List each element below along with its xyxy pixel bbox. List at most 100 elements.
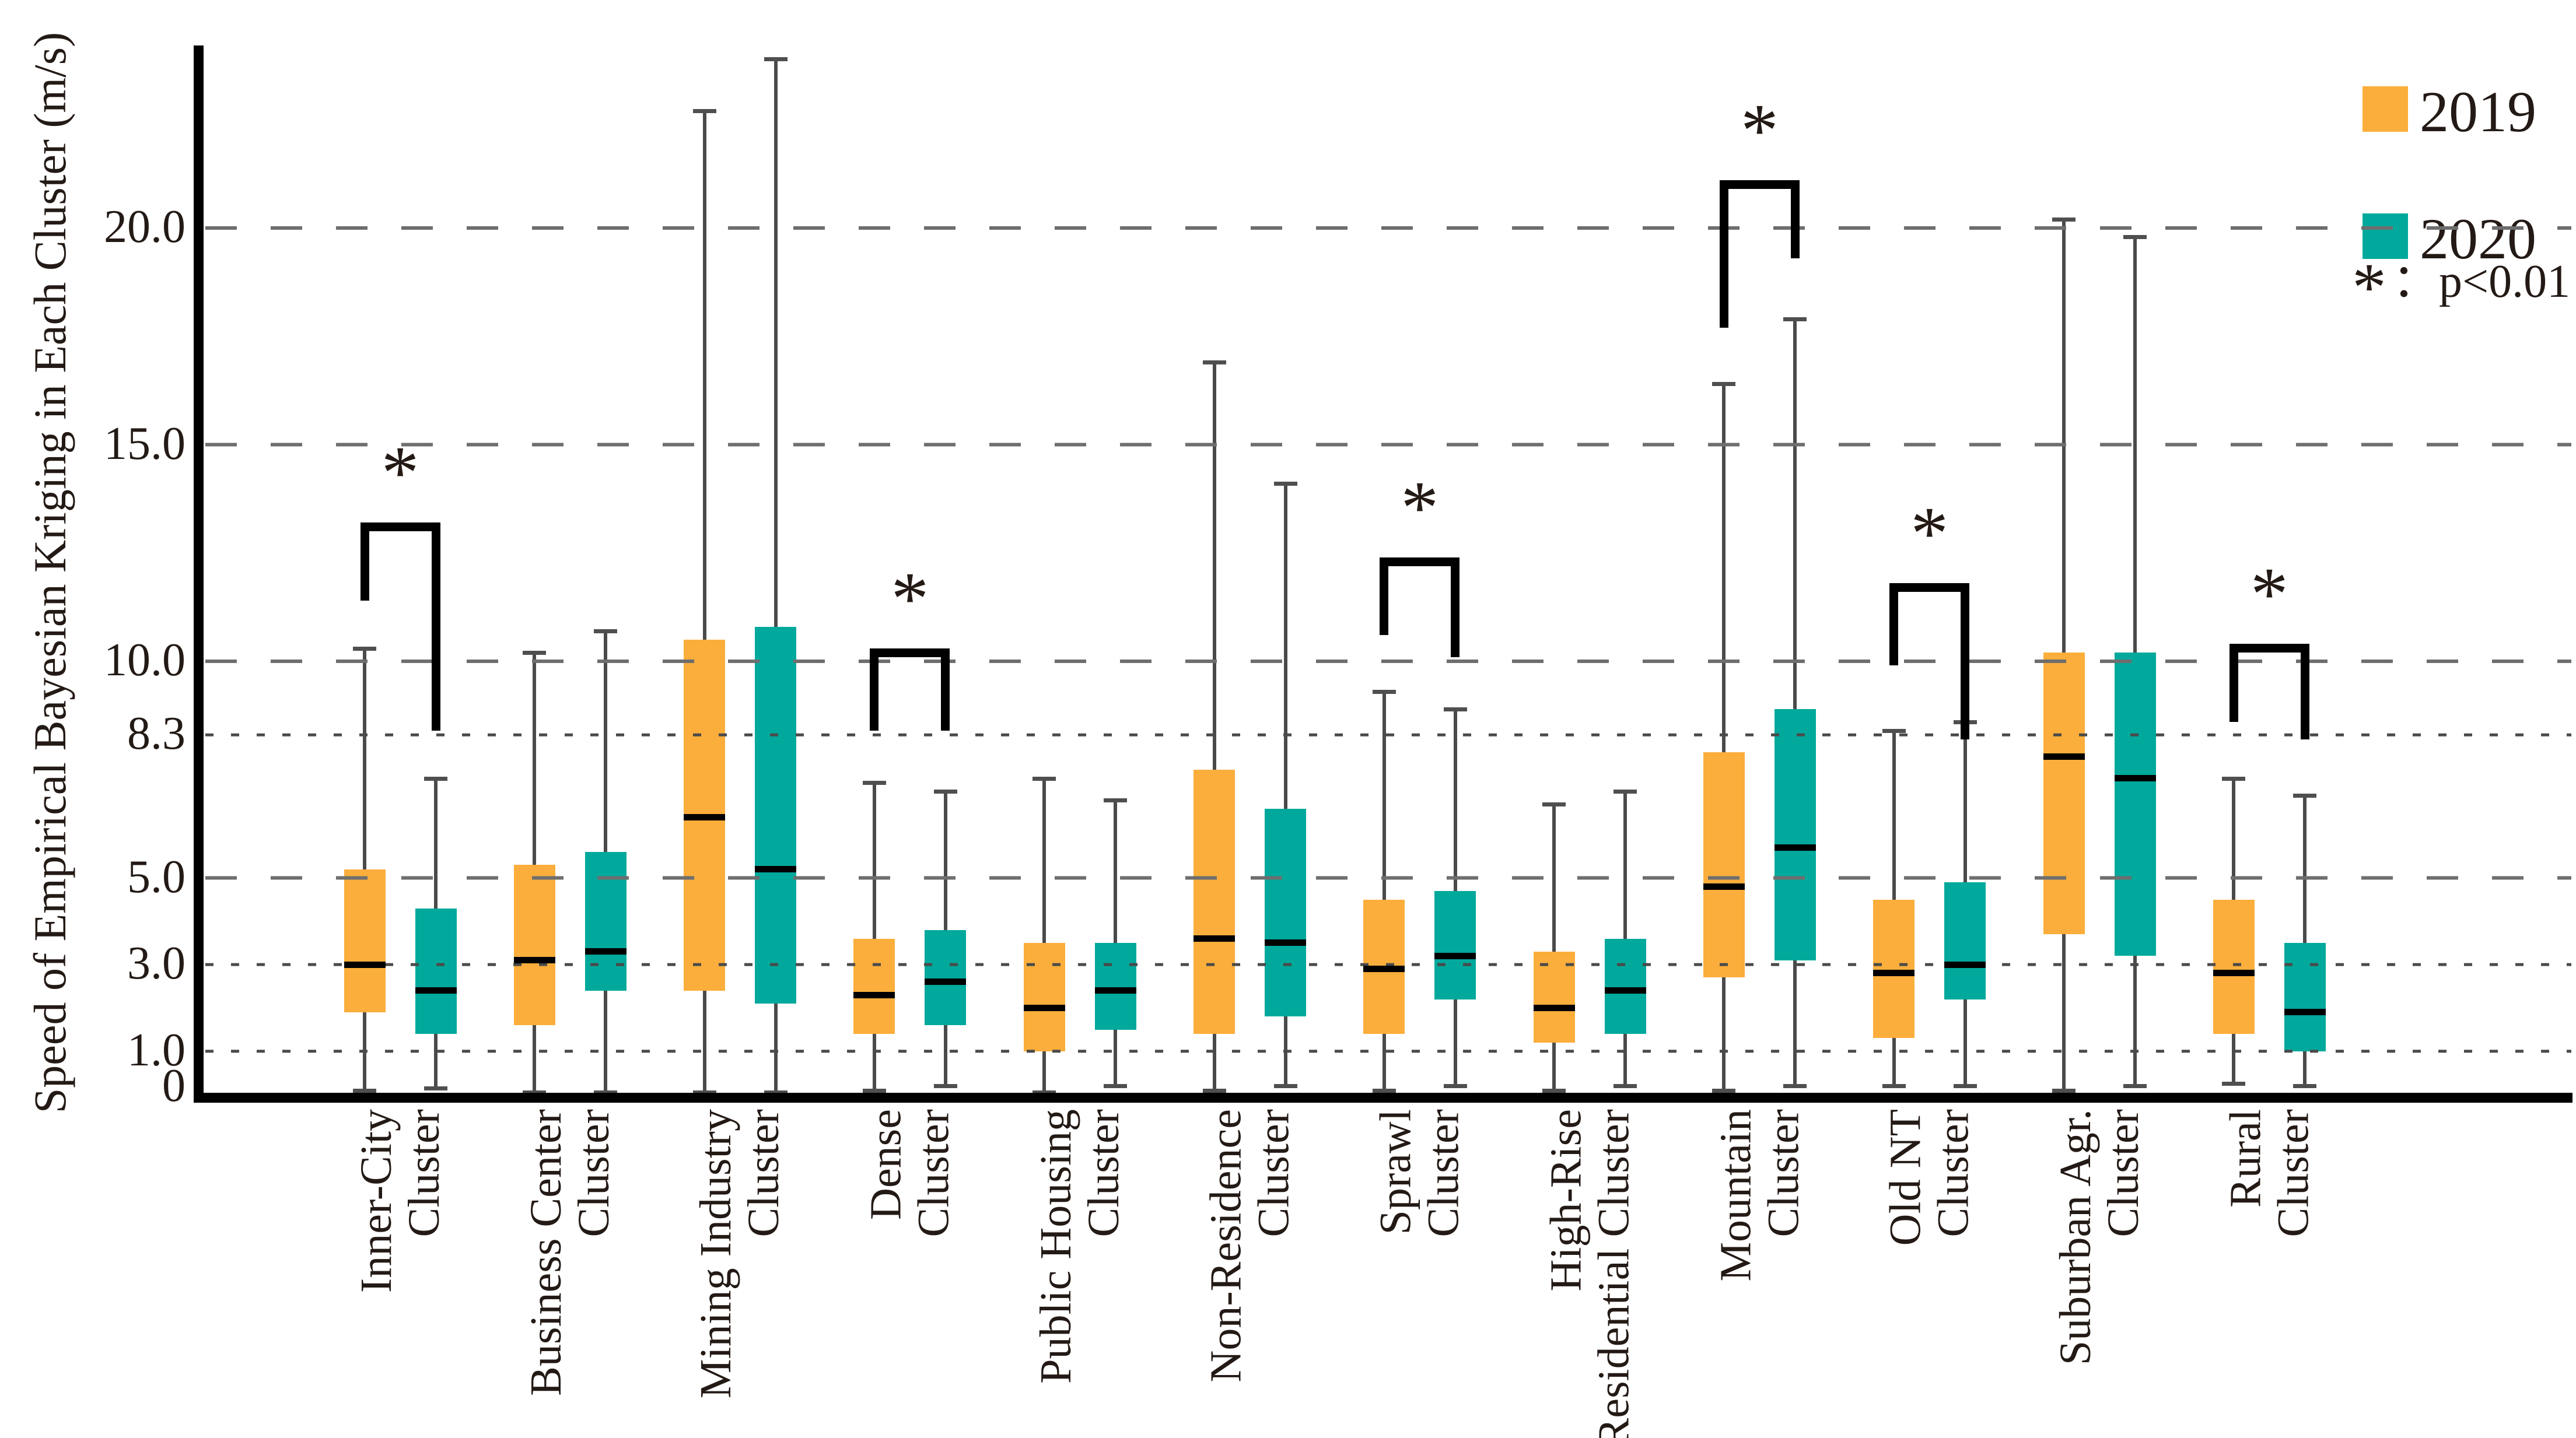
iqr-box-2019-inner-city-cluster <box>344 869 386 1012</box>
iqr-box-2020-business-center-cluster <box>584 851 626 991</box>
whisker-2019-mining-industry-cluster <box>702 111 706 1093</box>
whisker-cap-min-2019-mining-industry-cluster <box>692 1090 716 1095</box>
median-2019-suburban-agr-cluster <box>2043 753 2085 760</box>
significance-asterisk-mountain-cluster: * <box>1740 89 1779 173</box>
iqr-box-2020-non-residence-cluster <box>1265 808 1306 1017</box>
sig-bracket-top-mountain-cluster <box>1719 180 1800 190</box>
whisker-2019-sprawl-cluster <box>1382 692 1386 1090</box>
x-label-mining-industry-cluster: Mining Industry Cluster <box>691 1109 789 1399</box>
iqr-box-2020-old-nt-cluster <box>1944 882 1986 999</box>
median-2020-inner-city-cluster <box>415 987 457 994</box>
whisker-cap-min-2019-public-housing-cluster <box>1032 1090 1056 1095</box>
legend-swatch-2019 <box>2362 86 2408 132</box>
iqr-box-2019-high-rise-residential-cluster <box>1533 951 1575 1043</box>
whisker-cap-min-2020-mountain-cluster <box>1783 1084 1807 1089</box>
whisker-cap-max-2019-old-nt-cluster <box>1882 728 1906 733</box>
whisker-cap-min-2019-rural-cluster <box>2222 1082 2246 1086</box>
x-label-non-residence-cluster: Non-Residence Cluster <box>1201 1109 1298 1383</box>
y-tick-label-15.0: 15.0 <box>104 418 186 469</box>
median-2019-public-housing-cluster <box>1023 1004 1065 1011</box>
whisker-cap-min-2019-mountain-cluster <box>1712 1088 1736 1093</box>
median-2019-inner-city-cluster <box>344 961 386 968</box>
sig-bracket-left-leg-inner-city-cluster <box>360 522 369 601</box>
iqr-box-2019-business-center-cluster <box>513 865 555 1026</box>
whisker-2020-non-residence-cluster <box>1283 483 1287 1086</box>
iqr-box-2020-suburban-agr-cluster <box>2114 653 2156 956</box>
iqr-box-2020-high-rise-residential-cluster <box>1604 938 1646 1034</box>
iqr-box-2020-mining-industry-cluster <box>755 626 797 1004</box>
whisker-cap-max-2019-high-rise-residential-cluster <box>1542 802 1566 807</box>
whisker-cap-max-2019-sprawl-cluster <box>1372 690 1396 694</box>
sig-bracket-left-leg-dense-cluster <box>870 648 879 731</box>
significance-asterisk-old-nt-cluster: * <box>1910 492 1949 576</box>
legend-label-2020: 2020 <box>2420 206 2536 271</box>
iqr-box-2019-public-housing-cluster <box>1023 942 1065 1051</box>
whisker-cap-min-2020-business-center-cluster <box>594 1090 618 1095</box>
whisker-2019-non-residence-cluster <box>1212 362 1216 1090</box>
median-2020-mining-industry-cluster <box>755 866 797 873</box>
median-2020-business-center-cluster <box>584 948 626 955</box>
median-2020-old-nt-cluster <box>1944 961 1986 968</box>
sig-bracket-left-leg-sprawl-cluster <box>1380 557 1389 636</box>
whisker-cap-min-2020-rural-cluster <box>2293 1084 2317 1089</box>
y-tick-label-1.0: 1.0 <box>127 1024 186 1076</box>
whisker-cap-max-2019-non-residence-cluster <box>1202 360 1226 365</box>
whisker-cap-max-2020-mountain-cluster <box>1783 317 1807 322</box>
whisker-cap-max-2019-inner-city-cluster <box>353 646 376 651</box>
whisker-cap-min-2019-non-residence-cluster <box>1202 1088 1226 1093</box>
median-2019-high-rise-residential-cluster <box>1533 1004 1575 1011</box>
median-2020-dense-cluster <box>925 978 967 985</box>
x-axis-line <box>194 1093 2572 1103</box>
whisker-cap-max-2020-public-housing-cluster <box>1104 798 1128 802</box>
sig-bracket-left-leg-rural-cluster <box>2229 644 2238 722</box>
whisker-2020-rural-cluster <box>2303 795 2307 1086</box>
whisker-cap-min-2019-dense-cluster <box>862 1088 886 1093</box>
whisker-cap-min-2020-inner-city-cluster <box>424 1086 447 1090</box>
whisker-cap-max-2020-high-rise-residential-cluster <box>1614 789 1637 794</box>
whisker-cap-max-2020-inner-city-cluster <box>424 776 447 781</box>
sig-bracket-right-leg-sprawl-cluster <box>1451 557 1460 657</box>
x-label-suburban-agr-cluster: Suburban Agr. Cluster <box>2051 1109 2148 1366</box>
whisker-2019-public-housing-cluster <box>1042 778 1046 1093</box>
sig-bracket-right-leg-old-nt-cluster <box>1961 583 1970 739</box>
iqr-box-2020-rural-cluster <box>2284 942 2326 1051</box>
median-2019-mining-industry-cluster <box>684 813 726 820</box>
iqr-box-2020-dense-cluster <box>925 930 967 1026</box>
whisker-cap-max-2020-sprawl-cluster <box>1443 707 1467 711</box>
iqr-box-2019-dense-cluster <box>853 938 895 1034</box>
whisker-cap-min-2020-sprawl-cluster <box>1443 1084 1467 1089</box>
sig-bracket-right-leg-mountain-cluster <box>1790 180 1800 258</box>
median-2020-high-rise-residential-cluster <box>1604 987 1646 994</box>
median-2019-mountain-cluster <box>1703 883 1745 890</box>
y-tick-label-3.0: 3.0 <box>127 938 186 990</box>
whisker-cap-max-2020-business-center-cluster <box>594 629 618 633</box>
iqr-box-2019-rural-cluster <box>2213 899 2255 1034</box>
y-axis-line <box>194 45 204 1103</box>
median-2020-non-residence-cluster <box>1265 939 1306 946</box>
median-2020-sprawl-cluster <box>1434 952 1476 959</box>
median-2020-rural-cluster <box>2284 1009 2326 1016</box>
whisker-2020-mountain-cluster <box>1793 319 1797 1086</box>
median-2019-non-residence-cluster <box>1194 935 1235 942</box>
significance-note-asterisk: * <box>2352 249 2386 325</box>
sig-bracket-top-old-nt-cluster <box>1889 583 1970 592</box>
whisker-cap-max-2020-rural-cluster <box>2293 794 2317 798</box>
x-label-dense-cluster: Dense Cluster <box>861 1109 958 1237</box>
whisker-cap-max-2019-mining-industry-cluster <box>692 109 716 114</box>
whisker-cap-max-2019-rural-cluster <box>2222 776 2246 781</box>
x-label-inner-city-cluster: Inner-City Cluster <box>352 1109 449 1293</box>
significance-asterisk-sprawl-cluster: * <box>1401 465 1439 550</box>
sig-bracket-right-leg-inner-city-cluster <box>431 522 440 731</box>
x-label-sprawl-cluster: Sprawl Cluster <box>1371 1109 1468 1237</box>
whisker-cap-min-2020-suburban-agr-cluster <box>2123 1084 2147 1089</box>
whisker-cap-min-2020-old-nt-cluster <box>1953 1084 1977 1089</box>
sig-bracket-right-leg-rural-cluster <box>2300 644 2309 739</box>
sig-bracket-top-rural-cluster <box>2229 644 2309 653</box>
whisker-cap-min-2019-sprawl-cluster <box>1372 1088 1396 1093</box>
legend-label-2019: 2019 <box>2420 79 2536 144</box>
y-tick-label-10.0: 10.0 <box>104 634 186 686</box>
whisker-cap-max-2019-dense-cluster <box>862 781 886 785</box>
median-2019-old-nt-cluster <box>1873 970 1915 977</box>
x-label-high-rise-residential-cluster: High-Rise Residential Cluster <box>1541 1109 1639 1438</box>
